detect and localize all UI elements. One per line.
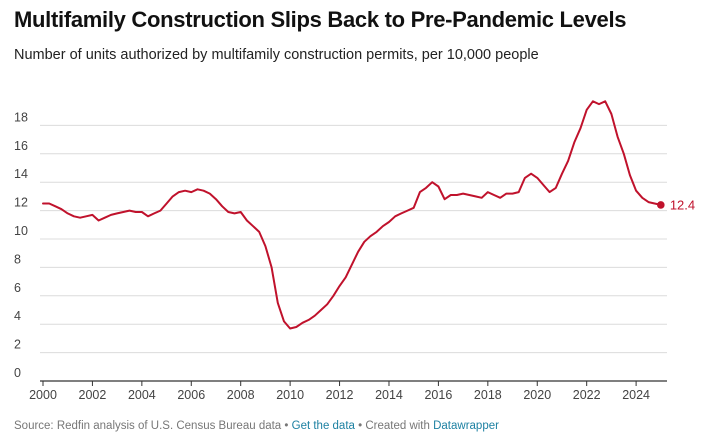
y-tick-label: 16 <box>14 139 28 153</box>
x-tick-label: 2024 <box>622 388 650 402</box>
footer: Source: Redfin analysis of U.S. Census B… <box>14 420 499 432</box>
x-tick-label: 2008 <box>227 388 255 402</box>
x-tick-label: 2002 <box>79 388 107 402</box>
x-tick-label: 2010 <box>276 388 304 402</box>
y-tick-label: 10 <box>14 224 28 238</box>
gridlines <box>40 124 667 382</box>
datawrapper-link[interactable]: Datawrapper <box>433 420 499 432</box>
end-point-marker <box>657 201 665 209</box>
y-axis-ticks: 0 2 4 6 8 10 12 14 16 18 <box>14 110 28 380</box>
get-the-data-link[interactable]: Get the data <box>291 420 355 432</box>
x-axis-ticks: 2000 2002 2004 2006 2008 2010 2012 2014 2016 2018… <box>29 381 650 402</box>
x-tick-label: 2012 <box>326 388 354 402</box>
y-tick-label: 12 <box>14 196 28 210</box>
x-tick-label: 2004 <box>128 388 156 402</box>
y-tick-label: 4 <box>14 309 21 323</box>
y-tick-label: 6 <box>14 281 21 295</box>
x-tick-label: 2018 <box>474 388 502 402</box>
series-line <box>42 100 662 330</box>
chart-subtitle: Number of units authorized by multifamil… <box>14 47 539 63</box>
y-tick-label: 18 <box>14 110 28 124</box>
end-value-label: 12.4 <box>670 197 695 212</box>
x-tick-label: 2014 <box>375 388 403 402</box>
x-tick-label: 2016 <box>424 388 452 402</box>
footer-separator: • <box>354 420 366 432</box>
source-note: Source: Redfin analysis of U.S. Census B… <box>14 420 282 432</box>
chart-title: Multifamily Construction Slips Back to P… <box>14 7 627 32</box>
y-tick-label: 8 <box>14 252 21 266</box>
footer-separator: • <box>281 420 292 432</box>
x-tick-label: 2000 <box>29 388 57 402</box>
x-tick-label: 2006 <box>177 388 205 402</box>
series-layer: 12.4 <box>42 100 695 330</box>
created-with-label: Created with <box>365 420 430 432</box>
x-tick-label: 2020 <box>523 388 551 402</box>
y-tick-label: 0 <box>14 366 21 380</box>
y-tick-label: 2 <box>14 338 21 352</box>
y-tick-label: 14 <box>14 167 28 181</box>
x-tick-label: 2022 <box>573 388 601 402</box>
